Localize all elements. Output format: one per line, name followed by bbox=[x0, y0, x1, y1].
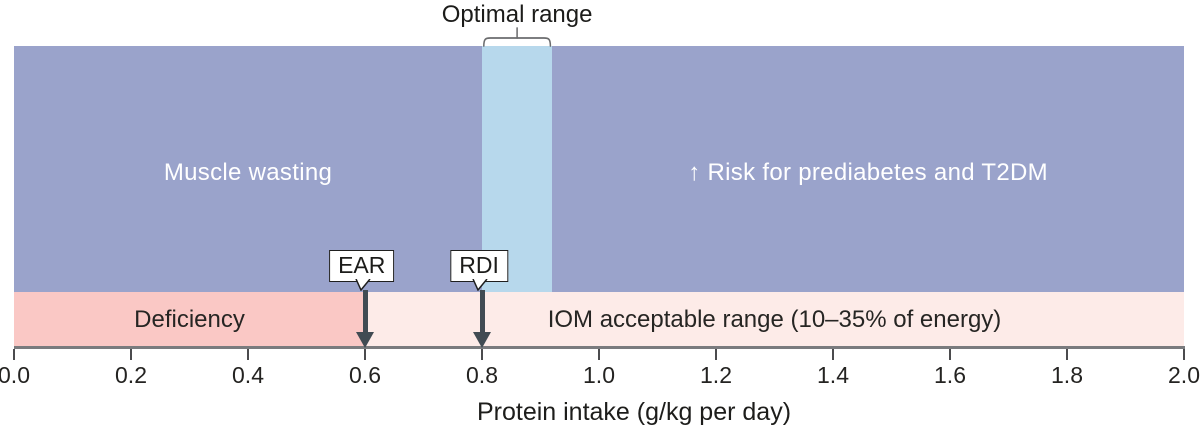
axis-tick bbox=[598, 349, 600, 360]
risk-label: ↑ Risk for prediabetes and T2DM bbox=[688, 159, 1048, 186]
axis-tick bbox=[247, 349, 249, 360]
plot-area: Muscle wasting ↑ Risk for prediabetes an… bbox=[0, 1, 1200, 388]
axis-tick-label: 0.6 bbox=[349, 362, 381, 388]
ear-callout: EAR bbox=[329, 250, 395, 282]
x-axis-title: Protein intake (g/kg per day) bbox=[476, 398, 792, 426]
axis-tick bbox=[1066, 349, 1068, 360]
rdi-arrow bbox=[479, 290, 485, 332]
ear-label: EAR bbox=[338, 252, 386, 278]
axis-tick bbox=[832, 349, 834, 360]
axis-ticks bbox=[13, 349, 1185, 361]
axis-tick-label: 0.4 bbox=[232, 362, 264, 388]
deficiency-region bbox=[14, 292, 365, 348]
axis-tick-label: 1.0 bbox=[583, 362, 615, 388]
axis-tick-label: 2.0 bbox=[1168, 362, 1200, 388]
axis-tick bbox=[481, 349, 483, 360]
axis-tick bbox=[364, 349, 366, 360]
rdi-label: RDI bbox=[459, 252, 499, 278]
rdi-callout: RDI bbox=[450, 250, 508, 282]
axis-tick bbox=[130, 349, 132, 360]
axis-tick-label: 1.2 bbox=[700, 362, 732, 388]
ear-arrowhead-icon bbox=[356, 332, 374, 348]
axis-tick-label: 1.4 bbox=[817, 362, 849, 388]
axis-labels: 0.0 0.2 0.4 0.6 0.8 1.0 1.2 1.4 1.6 1.8 2.0 bbox=[0, 362, 1200, 390]
rdi-callout-pointer-icon bbox=[472, 279, 488, 291]
x-axis-line bbox=[14, 346, 1185, 349]
axis-tick bbox=[13, 349, 15, 360]
ear-callout-pointer-icon bbox=[355, 279, 371, 291]
axis-tick-label: 1.8 bbox=[1051, 362, 1083, 388]
axis-tick-label: 0.8 bbox=[466, 362, 498, 388]
muscle-wasting-label: Muscle wasting bbox=[163, 159, 333, 186]
main-band bbox=[14, 46, 1184, 292]
axis-tick-label: 0.2 bbox=[115, 362, 147, 388]
axis-tick-label: 0.0 bbox=[0, 362, 30, 388]
axis-tick bbox=[715, 349, 717, 360]
axis-tick bbox=[949, 349, 951, 360]
axis-tick-label: 1.6 bbox=[934, 362, 966, 388]
axis-tick bbox=[1183, 349, 1185, 360]
ear-arrow bbox=[362, 290, 368, 332]
optimal-range-title: Optimal range bbox=[441, 1, 593, 28]
optimal-range-bracket-icon bbox=[483, 27, 552, 47]
rdi-arrowhead-icon bbox=[473, 332, 491, 348]
iom-region bbox=[365, 292, 1184, 348]
iom-label: IOM acceptable range (10–35% of energy) bbox=[547, 306, 1002, 333]
deficiency-label: Deficiency bbox=[134, 306, 245, 333]
